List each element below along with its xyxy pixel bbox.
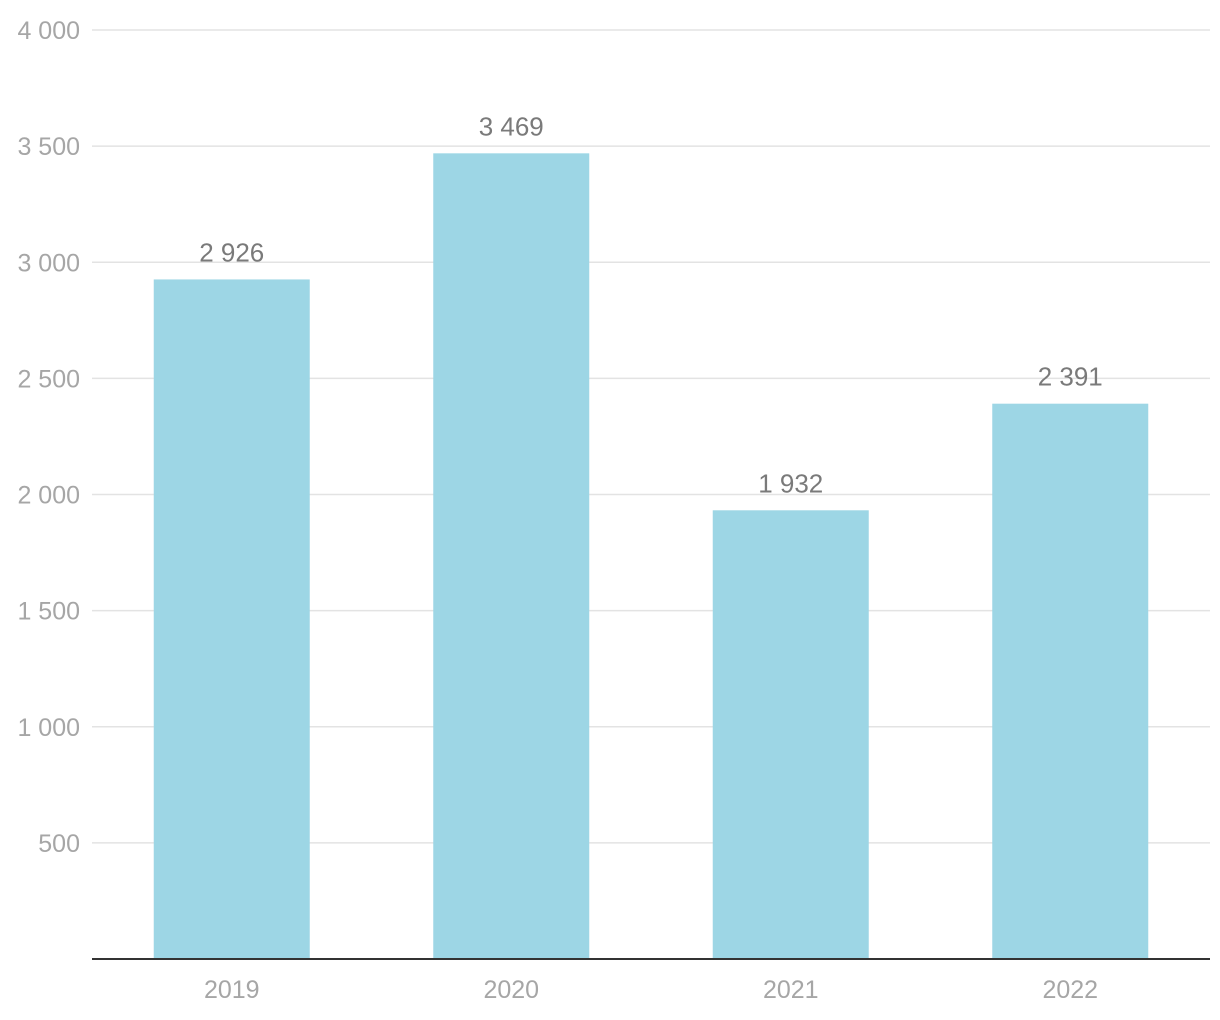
bars: [153, 153, 1149, 959]
y-tick-label: 3 000: [17, 249, 80, 277]
bar: [992, 403, 1149, 959]
x-tick-label: 2022: [1042, 976, 1098, 1004]
y-tick-label: 1 000: [17, 714, 80, 742]
y-tick-label: 500: [38, 830, 80, 858]
y-tick-label: 1 500: [17, 598, 80, 626]
x-axis-ticks: 2019 2020 2021 2022: [204, 976, 1098, 1004]
bar: [433, 153, 590, 959]
data-labels: 2 926 3 469 1 932 2 391: [199, 111, 1103, 498]
y-tick-label: 3 500: [17, 133, 80, 161]
x-tick-label: 2020: [483, 976, 539, 1004]
bar-value-label: 1 932: [758, 468, 823, 498]
y-tick-label: 2 000: [17, 482, 80, 510]
bar-value-label: 2 926: [199, 237, 264, 267]
bar: [712, 510, 869, 959]
y-tick-label: 4 000: [17, 17, 80, 45]
bar-value-label: 2 391: [1038, 362, 1103, 392]
x-tick-label: 2021: [763, 976, 819, 1004]
x-tick-label: 2019: [204, 976, 260, 1004]
y-tick-label: 2 500: [17, 365, 80, 393]
y-axis-ticks: 500 1 000 1 500 2 000 2 500 3 000 3 500 4 000: [17, 17, 80, 858]
bar-value-label: 3 469: [479, 111, 544, 141]
bar: [153, 279, 310, 959]
